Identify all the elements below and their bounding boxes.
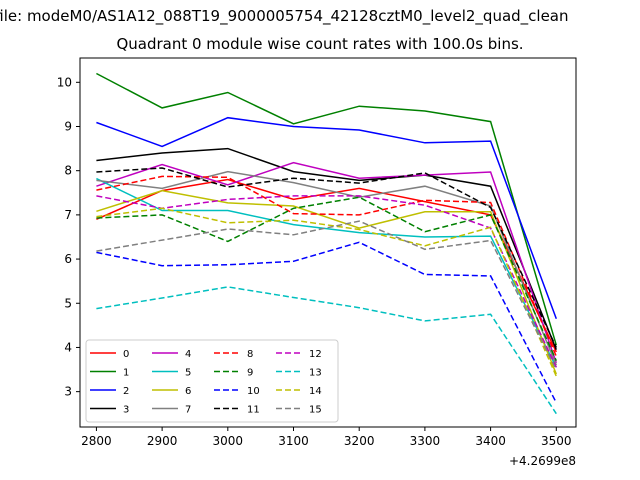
figure-suptitle: n file: modeM0/AS1A12_088T19_9000005754_… [0, 7, 569, 25]
legend-label-11: 11 [247, 405, 260, 416]
y-tick-label: 7 [64, 208, 72, 222]
y-tick-label: 6 [64, 252, 72, 266]
series-line-4 [96, 161, 558, 364]
legend-box [85, 339, 339, 423]
y-tick-label: 5 [64, 296, 72, 310]
series-layer [96, 72, 558, 415]
series-line-12 [96, 195, 557, 368]
series-line-9 [96, 196, 557, 362]
legend-label-14: 14 [309, 386, 322, 397]
series-line-7 [96, 170, 557, 366]
x-tick-label: 3200 [344, 434, 375, 448]
chart-title: Quadrant 0 module wise count rates with … [116, 35, 524, 53]
series-line-6 [96, 189, 557, 375]
x-axis-offset-label: +4.2699e8 [509, 454, 576, 468]
x-tick-label: 3400 [475, 434, 506, 448]
series-line-15 [96, 220, 557, 370]
legend-label-12: 12 [309, 349, 322, 360]
x-tick-label: 2800 [81, 434, 112, 448]
series-line-10 [96, 241, 557, 404]
series-line-1 [96, 72, 558, 346]
series-line-0 [96, 178, 557, 353]
legend-label-6: 6 [185, 386, 191, 397]
legend-label-9: 9 [247, 368, 253, 379]
legend-label-3: 3 [123, 405, 129, 416]
y-tick-label: 3 [64, 385, 72, 399]
legend-label-2: 2 [123, 386, 129, 397]
x-tick-label: 2900 [147, 434, 178, 448]
y-tick-label: 4 [64, 340, 72, 354]
legend-label-4: 4 [185, 349, 191, 360]
legend-label-1: 1 [123, 368, 129, 379]
legend-label-13: 13 [309, 368, 322, 379]
x-axis: 2800 2900 3000 3100 3200 3300 3400 3500 [81, 427, 572, 448]
series-line-2 [96, 116, 558, 319]
legend-label-8: 8 [247, 349, 253, 360]
y-tick-label: 9 [64, 119, 72, 133]
series-line-5 [96, 177, 557, 368]
axes-frame [79, 57, 577, 428]
series-line-14 [96, 207, 557, 377]
x-tick-label: 3000 [213, 434, 244, 448]
legend-label-10: 10 [247, 386, 260, 397]
legend-label-0: 0 [123, 349, 129, 360]
series-line-3 [96, 147, 557, 350]
x-tick-label: 3500 [541, 434, 572, 448]
legend-label-15: 15 [309, 405, 322, 416]
x-tick-label: 3100 [278, 434, 309, 448]
x-tick-label: 3300 [410, 434, 441, 448]
y-axis: 3 4 5 6 7 8 9 10 [57, 75, 80, 399]
y-tick-label: 10 [57, 75, 72, 89]
series-line-13 [96, 286, 557, 415]
series-line-11 [96, 167, 557, 348]
y-tick-label: 8 [64, 164, 72, 178]
legend-label-7: 7 [185, 405, 191, 416]
legend-label-5: 5 [185, 368, 191, 379]
